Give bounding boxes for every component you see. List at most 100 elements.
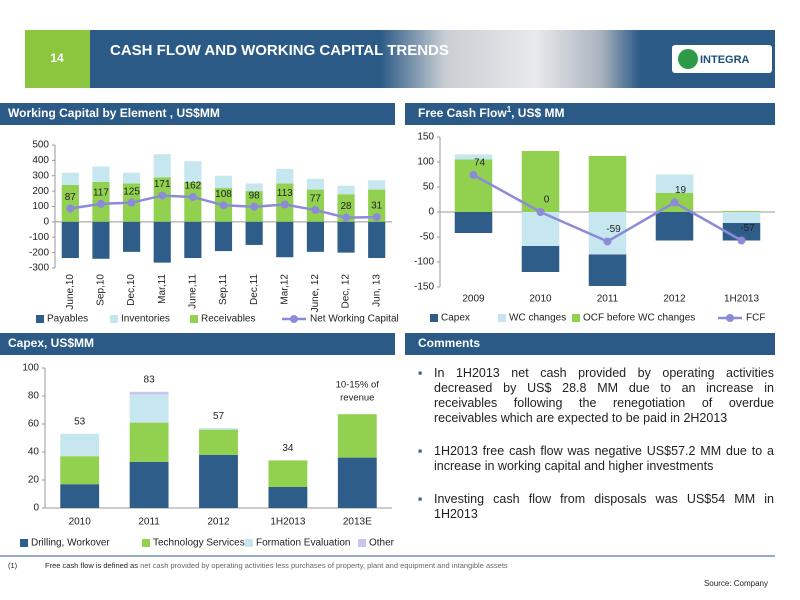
bar (123, 172, 141, 184)
point (311, 206, 320, 215)
data-label: 87 (65, 192, 77, 203)
footnote-lead: Free cash flow is defined as (45, 561, 138, 570)
x-tick-label: 2011 (597, 294, 619, 305)
bar (199, 454, 238, 508)
x-tick-label: Sep,10 (96, 274, 107, 306)
bar (60, 456, 100, 485)
total-label: 83 (144, 374, 156, 385)
legend-swatch (190, 315, 198, 323)
bar (521, 246, 560, 272)
legend-label: Technology Services (153, 538, 245, 549)
legend-swatch (358, 539, 366, 547)
data-label: 28 (340, 201, 352, 212)
section-title: Capex, US$MM (8, 336, 94, 350)
bar (268, 460, 308, 487)
point (342, 213, 351, 222)
y-tick-label: 50 (423, 182, 435, 193)
bar (655, 212, 694, 241)
bar (368, 189, 386, 222)
section-header (0, 333, 395, 355)
y-tick-label: 300 (32, 170, 49, 181)
data-label: 0 (544, 195, 550, 206)
bar (655, 174, 694, 193)
x-tick-label: Mar,11 (157, 274, 168, 304)
y-tick-label: 200 (32, 186, 49, 197)
page-number: 14 (50, 51, 64, 65)
y-tick-label: 500 (32, 140, 49, 151)
legend-swatch (726, 314, 734, 322)
x-tick-label: Mar,12 (279, 274, 290, 305)
bar (129, 461, 169, 508)
y-tick-label: -150 (414, 282, 434, 293)
bar (129, 394, 169, 423)
point (372, 213, 381, 222)
x-tick-label: 2012 (663, 294, 686, 305)
bar (92, 221, 110, 259)
y-tick-label: -100 (414, 257, 434, 268)
point (66, 204, 75, 213)
data-label: 74 (474, 158, 486, 169)
title-unit: , US$ MM (511, 106, 564, 120)
bar (337, 194, 355, 222)
bar (61, 172, 79, 185)
legend-swatch (430, 314, 438, 322)
x-tick-label: Dec, 12 (341, 274, 352, 309)
comment: 1H2013 free cash flow was negative US$57… (418, 444, 774, 474)
data-label: 125 (123, 186, 140, 197)
logo: INTEGRA (700, 54, 750, 66)
x-tick-label: 1H2013 (270, 517, 305, 528)
y-tick-label: 0 (33, 503, 39, 514)
bar (588, 254, 627, 286)
y-tick-label: -50 (420, 232, 435, 243)
y-tick-label: 40 (28, 447, 40, 458)
bar (454, 154, 493, 160)
total-label: 53 (74, 416, 86, 427)
point (737, 236, 746, 245)
section-header (405, 103, 775, 125)
legend-label: WC changes (509, 313, 566, 324)
x-tick-label: June,10 (65, 274, 76, 310)
bar (337, 414, 377, 458)
point (127, 198, 136, 207)
comments-list: In 1H2013 net cash provided by operating… (418, 366, 774, 540)
bar (129, 422, 169, 462)
data-label: -57 (740, 223, 755, 234)
total-label: 57 (213, 411, 225, 422)
x-tick-label: Dec,10 (126, 274, 137, 306)
data-label: -59 (606, 224, 621, 235)
header-texture (380, 30, 640, 88)
comment: Investing cash flow from disposals was U… (418, 492, 774, 522)
bar (214, 221, 233, 252)
data-label: 19 (675, 185, 687, 196)
logo-box (672, 45, 772, 73)
section-title: Working Capital by Element , US$MM (8, 106, 220, 120)
bar (199, 428, 238, 430)
title: CASH FLOW AND WORKING CAPITAL TRENDS (110, 42, 449, 59)
y-tick-label: 400 (32, 155, 49, 166)
section-title: Comments (418, 336, 480, 350)
x-tick-label: June, 12 (310, 274, 321, 313)
data-label: 113 (277, 188, 293, 199)
bar (92, 166, 110, 182)
bar (337, 185, 355, 195)
bar (276, 168, 294, 184)
data-label: 171 (154, 179, 171, 190)
legend-label: Drilling, Workover (31, 538, 110, 549)
section-title: Free Cash Flow1, US$ MM (418, 105, 564, 120)
x-tick-label: 2013E (343, 517, 372, 528)
title: Free Cash Flow (418, 106, 507, 120)
y-tick-label: 100 (417, 157, 434, 168)
bar (268, 487, 308, 508)
legend-swatch (142, 539, 150, 547)
bar (588, 156, 627, 212)
x-tick-label: 2010 (529, 294, 552, 305)
bar (368, 221, 386, 259)
page-badge (25, 30, 90, 88)
point (96, 199, 105, 208)
x-tick-label: Jun, 13 (371, 274, 382, 307)
bar (214, 175, 233, 189)
legend-swatch (36, 315, 44, 323)
bar (184, 221, 202, 259)
